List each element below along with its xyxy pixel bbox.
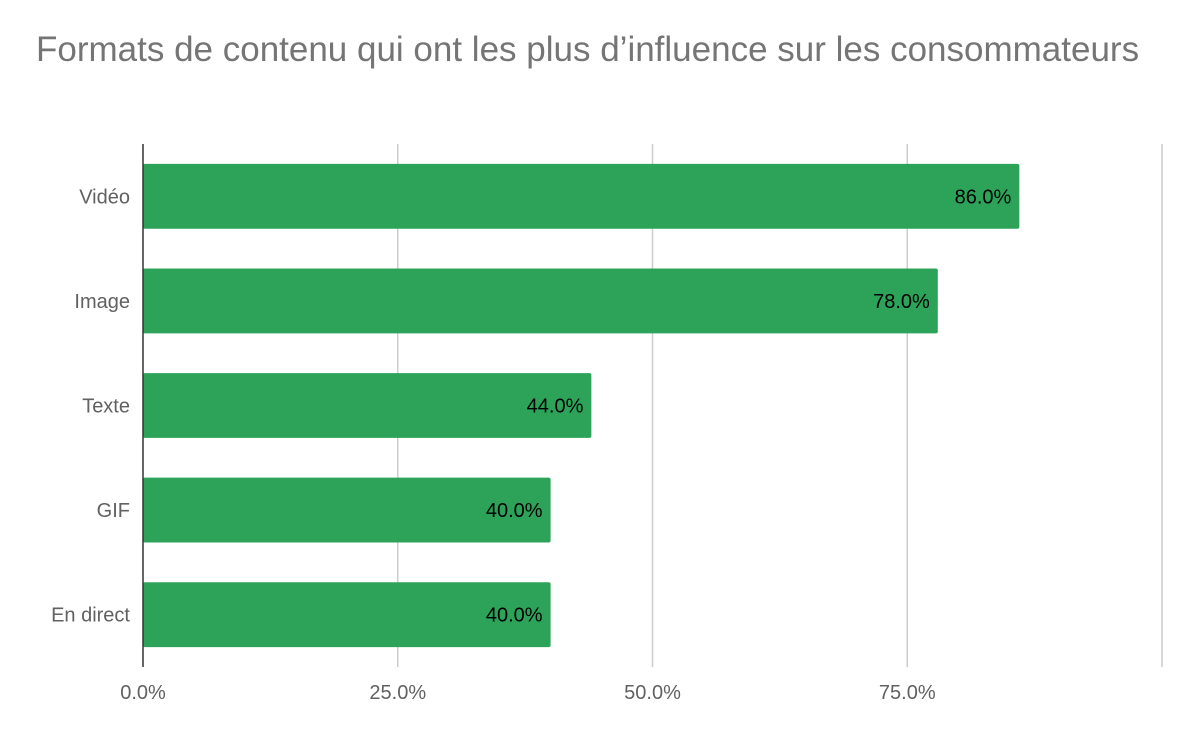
category-label: Image <box>74 291 130 313</box>
chart-title: Formats de contenu qui ont les plus d’in… <box>36 30 1140 69</box>
bar-4[interactable] <box>143 582 551 648</box>
category-label: Texte <box>82 396 130 418</box>
bar-0[interactable] <box>143 163 1020 229</box>
bar-1[interactable] <box>143 268 938 334</box>
x-tick-label: 50.0% <box>624 682 681 704</box>
value-label: 86.0% <box>955 186 1012 208</box>
bar-3[interactable] <box>143 477 551 543</box>
bar-2[interactable] <box>143 373 592 438</box>
category-label: GIF <box>97 500 130 522</box>
value-label: 40.0% <box>486 605 543 627</box>
category-label: En direct <box>51 605 130 627</box>
x-tick-label: 25.0% <box>369 682 426 704</box>
category-label: Vidéo <box>79 186 130 208</box>
x-tick-label: 75.0% <box>879 682 936 704</box>
value-label: 40.0% <box>486 500 543 522</box>
value-label: 78.0% <box>873 291 930 313</box>
x-tick-label: 0.0% <box>120 682 166 704</box>
value-label: 44.0% <box>527 396 584 418</box>
